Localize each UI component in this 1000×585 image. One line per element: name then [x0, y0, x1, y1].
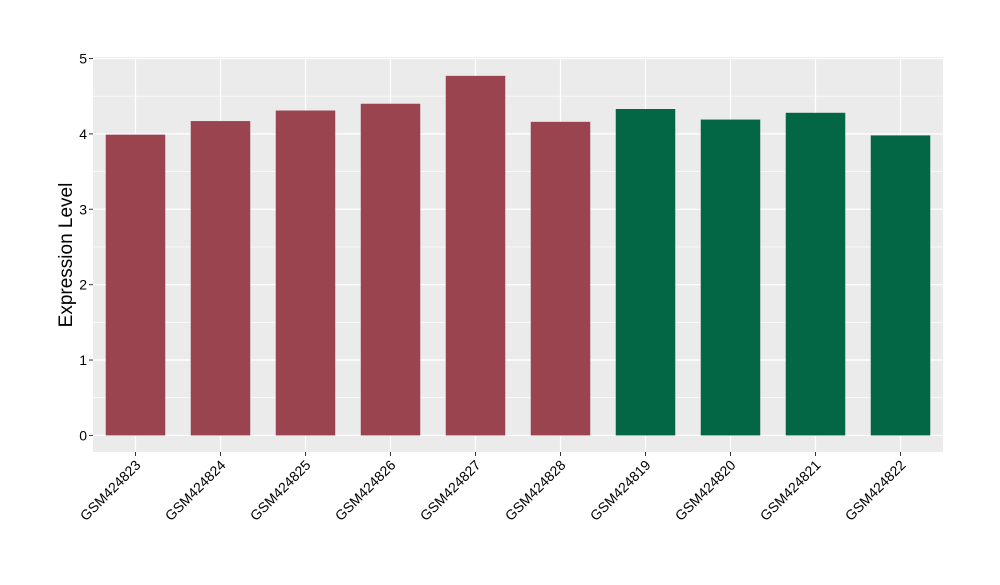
x-tick-label: GSM424819 — [587, 457, 654, 524]
y-tick-label: 1 — [79, 352, 87, 368]
y-axis-title: Expression Level — [56, 183, 77, 328]
x-tick-label: GSM424827 — [417, 457, 484, 524]
x-tick-label: GSM424826 — [332, 457, 399, 524]
y-tick-label: 3 — [79, 201, 87, 217]
bar-gsm424820 — [700, 119, 761, 436]
x-tick-label: GSM424822 — [842, 457, 909, 524]
x-tick-label: GSM424828 — [502, 457, 569, 524]
bar-gsm424819 — [615, 109, 676, 436]
bar-gsm424826 — [360, 103, 421, 436]
x-tick-label: GSM424824 — [162, 457, 229, 524]
y-tick-label: 5 — [79, 51, 87, 67]
x-tick-label: GSM424823 — [77, 457, 144, 524]
bar-gsm424824 — [190, 121, 251, 436]
bars — [105, 75, 931, 436]
bar-gsm424825 — [275, 110, 336, 436]
x-axis: GSM424823 GSM424824 GSM424825 GSM424826 GSM4… — [77, 452, 909, 524]
bar-gsm424822 — [870, 135, 931, 436]
bar-gsm424823 — [105, 134, 166, 436]
x-tick-label: GSM424821 — [757, 457, 824, 524]
y-tick-label: 2 — [79, 277, 87, 293]
y-tick-label: 4 — [79, 126, 87, 142]
bar-gsm424828 — [530, 121, 591, 436]
x-tick-label: GSM424825 — [247, 457, 314, 524]
y-axis: 0 1 2 3 4 5 — [79, 51, 93, 443]
x-tick-label: GSM424820 — [672, 457, 739, 524]
y-tick-label: 0 — [79, 427, 87, 443]
bar-gsm424821 — [785, 112, 846, 436]
bar-gsm424827 — [445, 75, 506, 436]
